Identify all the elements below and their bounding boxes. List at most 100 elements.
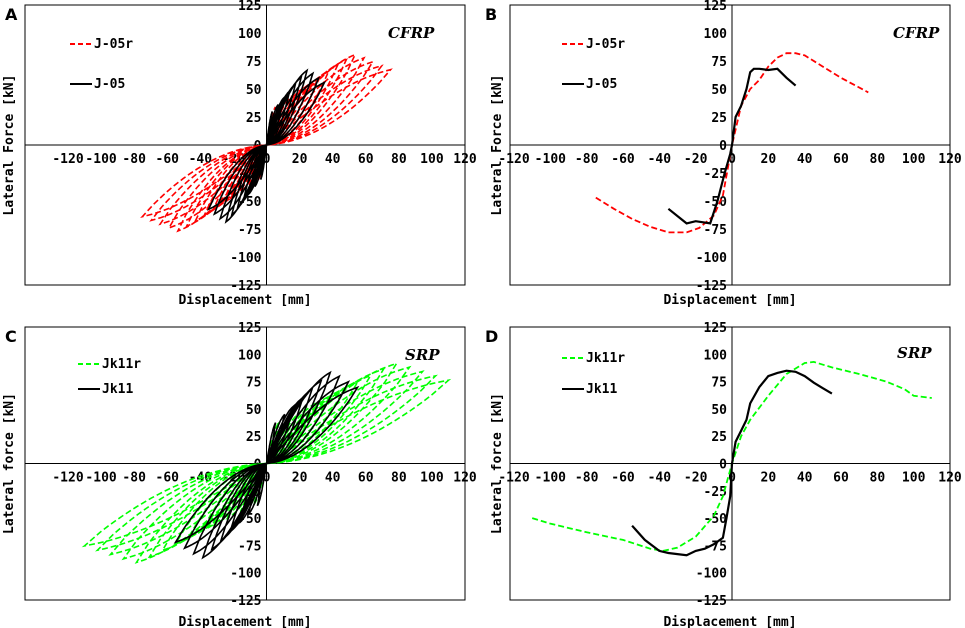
y-tick-label: -125 xyxy=(696,594,727,609)
x-tick-label: 40 xyxy=(325,152,341,167)
y-tick-label: -75 xyxy=(704,539,727,554)
y-tick-label: 75 xyxy=(246,376,262,391)
x-tick-label: 60 xyxy=(358,152,374,167)
x-tick-label: 0 xyxy=(263,471,271,486)
y-tick-label: -100 xyxy=(230,251,261,266)
y-tick-label: 100 xyxy=(704,348,728,363)
series-J-05-line xyxy=(206,68,327,224)
x-tick-label: -80 xyxy=(122,152,146,167)
x-tick-label: -120 xyxy=(52,152,83,167)
legend-label: J-05r xyxy=(586,37,625,52)
x-tick-label: -120 xyxy=(498,152,529,167)
y-tick-label: 75 xyxy=(711,376,727,391)
y-tick-label: 50 xyxy=(246,83,262,98)
y-tick-label: 125 xyxy=(704,321,727,336)
x-tick-label: 120 xyxy=(453,152,477,167)
x-tick-label: -80 xyxy=(575,152,599,167)
x-tick-label: 60 xyxy=(833,471,849,486)
x-tick-label: 40 xyxy=(325,471,341,486)
y-tick-label: 100 xyxy=(238,27,262,42)
y-axis-label: Lateral Force [kN] xyxy=(2,75,17,216)
legend-label: Jk11 xyxy=(102,382,133,397)
x-tick-label: 100 xyxy=(420,471,444,486)
x-tick-label: 40 xyxy=(797,471,813,486)
x-tick-label: 100 xyxy=(420,152,444,167)
x-tick-label: -40 xyxy=(648,152,672,167)
x-tick-label: 120 xyxy=(453,471,477,486)
x-axis-label: Displacement [mm] xyxy=(178,293,311,308)
panel-letter: C xyxy=(5,327,17,346)
x-tick-label: -100 xyxy=(85,471,116,486)
panel-letter: B xyxy=(485,5,497,24)
x-tick-label: 120 xyxy=(938,471,962,486)
y-tick-label: 100 xyxy=(238,348,262,363)
x-tick-label: -100 xyxy=(85,152,116,167)
chart-panel-B: -120 -100 -80 -60 -40 -20 0 20 40 60 80 100 120 125 10… xyxy=(485,0,962,308)
y-tick-label: 25 xyxy=(246,111,262,126)
y-tick-label: 25 xyxy=(246,430,262,445)
material-label: SRP xyxy=(405,346,440,364)
panel-letter: D xyxy=(485,327,498,346)
x-tick-label: -40 xyxy=(648,471,672,486)
x-tick-label: 20 xyxy=(761,471,777,486)
x-tick-label: -20 xyxy=(684,152,708,167)
series-Jk11r-line xyxy=(531,360,932,552)
x-tick-label: 120 xyxy=(938,152,962,167)
x-tick-label: -100 xyxy=(535,471,566,486)
material-label: CFRP xyxy=(893,24,940,42)
x-tick-label: 0 xyxy=(728,152,736,167)
material-label: SRP xyxy=(897,344,932,362)
y-tick-label: -75 xyxy=(238,539,261,554)
x-tick-label: -80 xyxy=(575,471,599,486)
y-axis-label: Lateral force [kN] xyxy=(490,393,505,534)
y-tick-label: 75 xyxy=(711,55,727,70)
y-tick-label: -25 xyxy=(704,167,727,182)
x-tick-label: 80 xyxy=(870,152,886,167)
x-tick-label: 80 xyxy=(391,152,407,167)
y-axis-label: Lateral force [kN] xyxy=(2,393,17,534)
x-tick-label: 100 xyxy=(902,152,926,167)
y-tick-label: 125 xyxy=(238,0,261,14)
y-axis-label: Lateral Force [kN] xyxy=(490,75,505,216)
y-tick-label: -50 xyxy=(704,512,728,527)
chart-panel-C: -120 -100 -80 -60 -40 -20 0 20 40 60 80 100 12012510… xyxy=(2,321,477,628)
x-tick-label: -80 xyxy=(122,471,146,486)
x-tick-label: -100 xyxy=(535,152,566,167)
y-tick-label: 0 xyxy=(719,139,727,154)
x-tick-label: -120 xyxy=(52,471,83,486)
legend-label: Jk11r xyxy=(102,357,141,372)
legend-label: J-05 xyxy=(94,77,125,92)
x-tick-label: 40 xyxy=(797,152,813,167)
x-tick-label: 0 xyxy=(263,152,271,167)
y-tick-label: 50 xyxy=(711,403,727,418)
x-tick-label: -20 xyxy=(684,471,708,486)
x-tick-label: 100 xyxy=(902,471,926,486)
series-Jk11-line xyxy=(631,369,833,557)
material-label: CFRP xyxy=(388,24,435,42)
x-tick-label: 80 xyxy=(870,471,886,486)
y-tick-label: 50 xyxy=(711,83,727,98)
x-tick-label: -60 xyxy=(156,471,180,486)
legend-label: J-05 xyxy=(586,77,617,92)
y-tick-label: -75 xyxy=(704,223,727,238)
legend-label: Jk11 xyxy=(586,382,617,397)
x-tick-label: 20 xyxy=(292,152,308,167)
y-tick-label: 0 xyxy=(719,458,727,473)
series-Jk11-line xyxy=(173,370,360,560)
y-tick-label: 100 xyxy=(704,27,728,42)
legend-label: Jk11r xyxy=(586,351,625,366)
x-axis-label: Displacement [mm] xyxy=(663,293,796,308)
x-tick-label: 20 xyxy=(761,152,777,167)
chart-panel-D: -120 -100 -80 -60 -40 -20 0 20 40 60 80 100 120 125 10… xyxy=(485,321,962,628)
y-tick-label: 125 xyxy=(238,321,261,336)
y-tick-label: 25 xyxy=(711,111,727,126)
legend-label: J-05r xyxy=(94,37,133,52)
x-tick-label: 80 xyxy=(391,471,407,486)
y-tick-label: -75 xyxy=(238,223,261,238)
chart-panel-A: -120 -100 -80 -60 -40 -20 0 20 40 60 80 100 12012510… xyxy=(2,0,477,308)
y-tick-label: -125 xyxy=(230,279,261,294)
x-tick-label: 60 xyxy=(833,152,849,167)
panel-letter: A xyxy=(5,5,18,24)
x-tick-label: -60 xyxy=(611,152,635,167)
